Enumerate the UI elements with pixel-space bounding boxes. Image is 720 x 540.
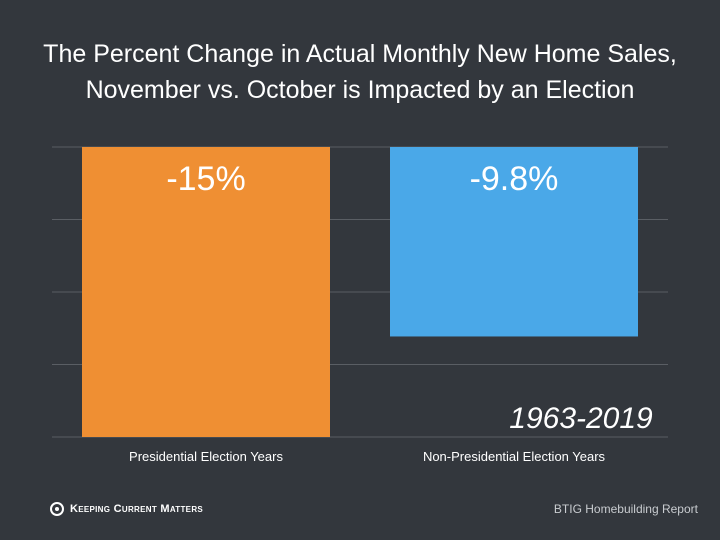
chart-title-line-1: The Percent Change in Actual Monthly New… xyxy=(43,40,677,68)
brand-logo-text: Keeping Current Matters xyxy=(70,503,204,515)
logo-icon xyxy=(50,502,64,516)
brand-logo: Keeping Current Matters xyxy=(50,502,203,516)
bar xyxy=(82,147,330,437)
x-tick-label: Non-Presidential Election Years xyxy=(423,449,606,464)
bar-value-label: -9.8% xyxy=(470,160,559,198)
chart-title-line-2: November vs. October is Impacted by an E… xyxy=(85,76,635,104)
x-tick-label: Presidential Election Years xyxy=(129,449,283,464)
chart-title: The Percent Change in Actual Monthly New… xyxy=(0,36,720,108)
bar-value-label: -15% xyxy=(166,160,245,198)
date-range-annotation: 1963-2019 xyxy=(509,402,653,435)
annotation-backdrop xyxy=(500,397,664,435)
source-note: BTIG Homebuilding Report xyxy=(553,502,698,516)
bar xyxy=(390,147,638,337)
